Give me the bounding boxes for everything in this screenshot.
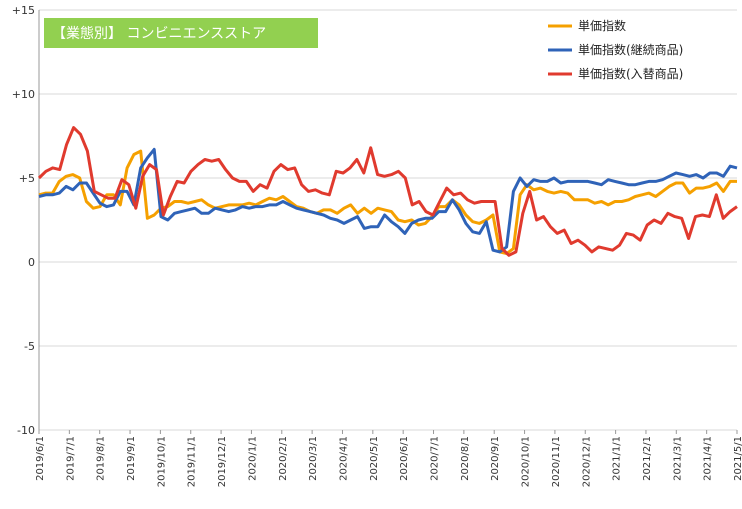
title-badge-background xyxy=(44,18,318,48)
x-tick-label: 2020/3/1 xyxy=(308,436,319,481)
x-tick-label: 2020/7/1 xyxy=(430,436,441,481)
legend-label: 単価指数(継続商品) xyxy=(578,42,683,57)
chart-title: 【業態別】 コンビニエンスストア xyxy=(52,26,266,42)
x-tick-label: 2021/1/1 xyxy=(612,436,623,481)
x-tick-label: 2019/12/1 xyxy=(217,436,228,487)
series-line-1 xyxy=(38,149,737,256)
legend-label: 単価指数(入替商品) xyxy=(578,66,683,81)
series-line-2 xyxy=(38,147,738,254)
x-tick-label: 2020/12/1 xyxy=(581,436,592,487)
y-tick-label: -10 xyxy=(17,424,35,437)
x-tick-label: 2019/6/1 xyxy=(35,436,46,481)
x-tick-label: 2019/9/1 xyxy=(126,436,137,481)
x-tick-label: 2019/7/1 xyxy=(65,436,76,481)
x-axis-ticks: 2019/6/1 2019/7/1 2019/8/1 2019/9/1 2019/10/… xyxy=(35,430,742,487)
x-tick-label: 2020/5/1 xyxy=(369,436,380,481)
x-tick-label: 2019/11/1 xyxy=(187,436,198,487)
x-tick-label: 2020/9/1 xyxy=(490,436,501,481)
x-tick-label: 2020/11/1 xyxy=(551,436,562,487)
legend-item: 単価指数(継続商品) xyxy=(548,42,683,57)
y-tick-label: +15 xyxy=(12,4,35,17)
x-tick-label: 2020/1/1 xyxy=(247,436,258,481)
gridlines xyxy=(39,9,737,431)
legend-label: 単価指数 xyxy=(578,18,626,33)
x-tick-label: 2019/8/1 xyxy=(96,436,107,481)
x-tick-label: 2020/4/1 xyxy=(338,436,349,481)
series-lines xyxy=(37,126,738,257)
chart-title-badge: 【業態別】 コンビニエンスストア xyxy=(44,18,318,48)
y-tick-label: -5 xyxy=(24,340,35,353)
x-tick-label: 2021/4/1 xyxy=(703,436,714,481)
series-line-3 xyxy=(37,126,738,257)
y-tick-label: +10 xyxy=(12,88,35,101)
legend-item: 単価指数 xyxy=(548,18,626,33)
y-tick-label: +5 xyxy=(19,172,35,185)
x-tick-label: 2020/6/1 xyxy=(399,436,410,481)
legend-item: 単価指数(入替商品) xyxy=(548,66,683,81)
x-tick-label: 2021/3/1 xyxy=(672,436,683,481)
x-tick-label: 2020/8/1 xyxy=(460,436,471,481)
x-tick-label: 2020/10/1 xyxy=(521,436,532,487)
x-tick-label: 2021/5/1 xyxy=(733,436,742,481)
y-tick-label: 0 xyxy=(28,256,35,269)
x-tick-label: 2020/2/1 xyxy=(278,436,289,481)
x-tick-label: 2021/2/1 xyxy=(642,436,653,481)
y-axis-ticks: +15 +10 +5 0 -5 -10 xyxy=(12,4,35,437)
x-tick-label: 2019/10/1 xyxy=(156,436,167,487)
